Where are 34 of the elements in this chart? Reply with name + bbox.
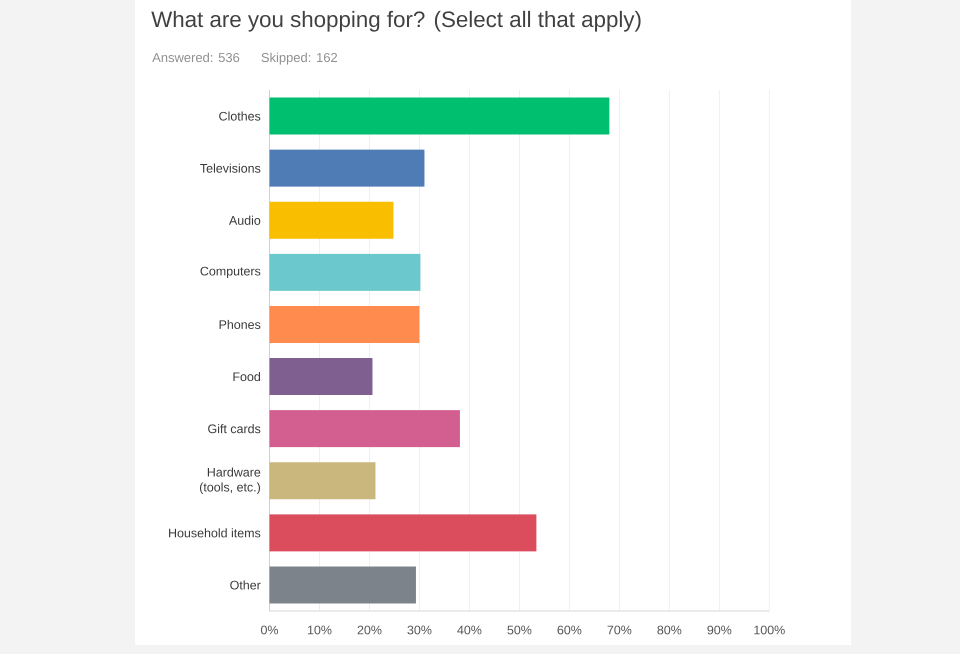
bar: [270, 150, 424, 187]
bar: [270, 462, 376, 500]
bar: [270, 306, 420, 343]
y-tick-label: Phones: [220, 320, 260, 330]
text: Skipped: 162: [261, 52, 338, 65]
y-tick-label: Gift cards: [208, 424, 260, 434]
x-tick-label: 100%: [754, 626, 785, 634]
x-tick-label: 40%: [457, 626, 482, 634]
bar: [270, 254, 420, 291]
bar: [270, 410, 460, 448]
y-tick-label: Hardware (tools, etc.): [200, 467, 260, 494]
y-tick-label: Clothes: [219, 111, 260, 121]
y-tick-label: Computers: [200, 266, 260, 278]
bar: [270, 202, 394, 239]
bar: [270, 566, 416, 604]
x-tick-label: 20%: [358, 626, 382, 634]
y-tick-label: Audio: [228, 216, 260, 225]
bar: [270, 514, 536, 552]
bar: [270, 358, 372, 396]
x-tick-label: 50%: [507, 626, 532, 634]
x-tick-label: 70%: [608, 626, 632, 634]
x-tick-label: 0%: [260, 626, 278, 634]
x-tick-label: 30%: [407, 626, 432, 634]
x-tick-label: 60%: [558, 626, 582, 634]
bar: [270, 98, 610, 135]
y-tick-label: Household items: [169, 528, 260, 538]
x-tick-label: 80%: [657, 626, 682, 634]
y-tick-label: Food: [233, 372, 260, 382]
chart-subtitle: Answered: 536: [152, 52, 240, 62]
x-tick-label: 90%: [707, 626, 732, 634]
x-tick-label: 10%: [308, 626, 332, 634]
y-tick-label: Televisions: [200, 164, 260, 173]
y-tick-label: Other: [230, 580, 261, 590]
chart-title: What are you shopping for? (Select all that apply): [151, 10, 641, 32]
